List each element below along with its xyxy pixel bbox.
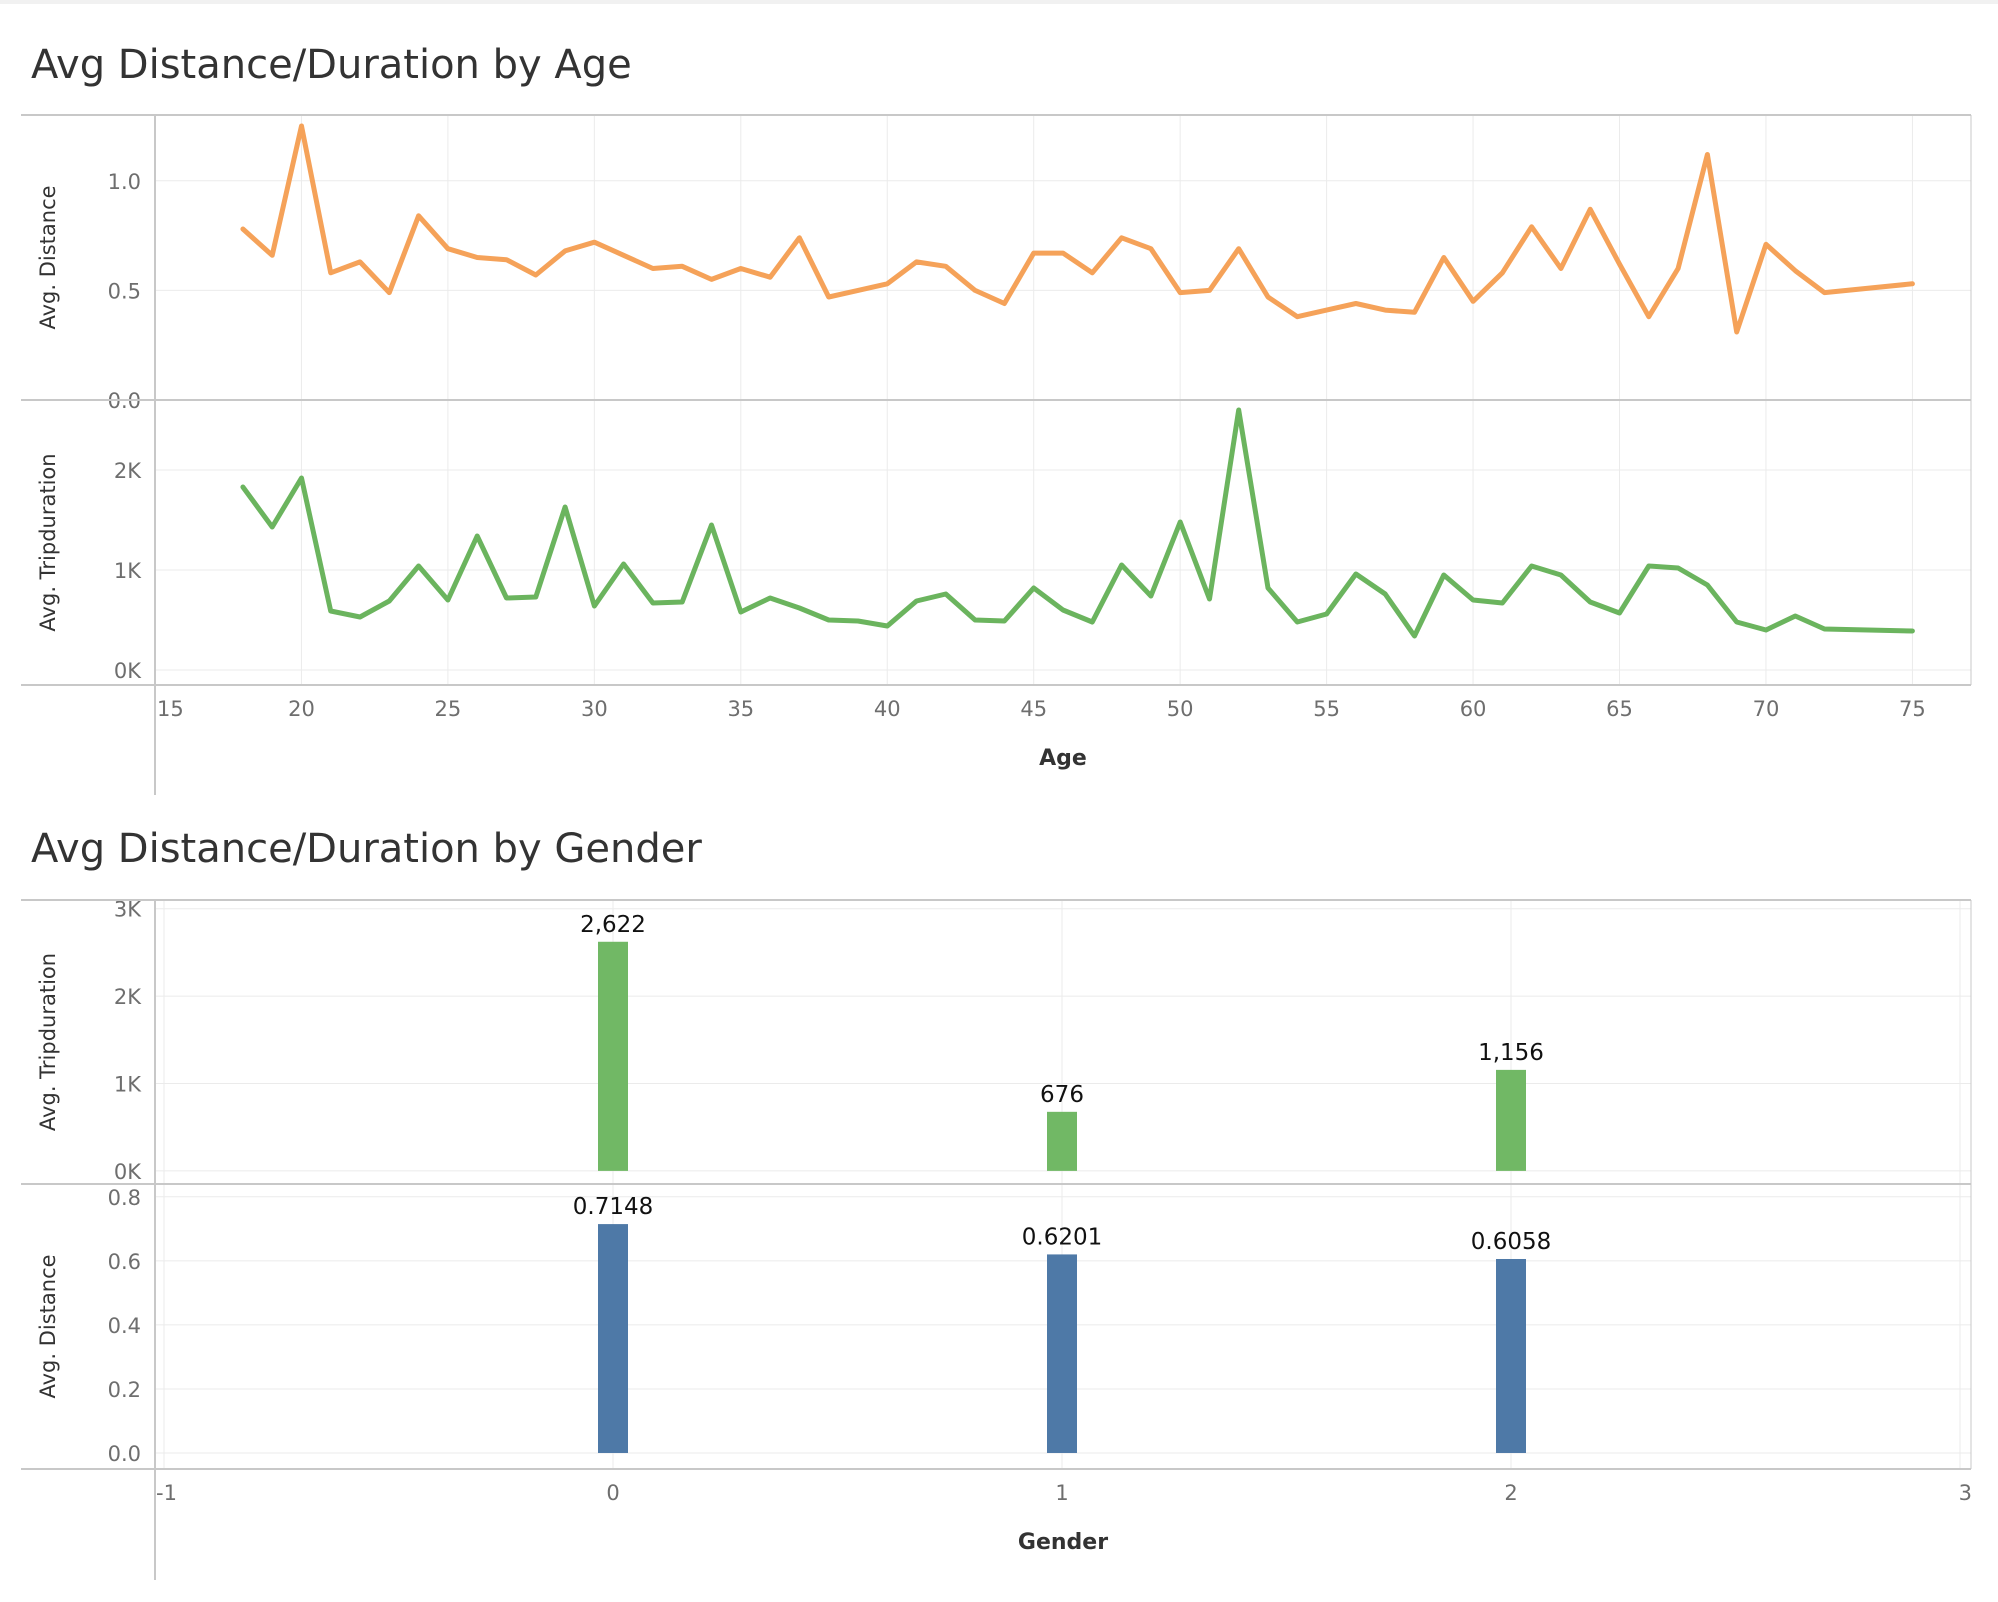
x-tick-label: 70 [1753,697,1780,721]
age-chart-title: Avg Distance/Duration by Age [31,42,632,88]
avg-tripduration-data-label: 1,156 [1478,1040,1544,1066]
avg-tripduration-series-line [240,407,1915,639]
x-tick-label: 3 [1959,1481,1972,1505]
x-tick-label: 45 [1020,697,1047,721]
x-tick-label: 15 [157,697,184,721]
x-tick-label: 20 [288,697,315,721]
avg-tripduration-bar [1496,1069,1526,1171]
x-tick-label: 25 [435,697,462,721]
avg-distance-bar [598,1224,628,1453]
avg-distance-y-axis-title: Avg. Distance [36,185,60,329]
avg-tripduration-y-tick-label: 1K [114,559,142,583]
avg-distance-data-label: 0.6201 [1022,1224,1102,1250]
avg-tripduration-bar [598,941,628,1171]
avg-tripduration-y-tick-label: 2K [114,459,142,483]
x-tick-label: 75 [1899,697,1926,721]
avg-tripduration-y-tick-label: 0K [114,1160,142,1184]
x-tick-label: 60 [1460,697,1487,721]
avg-tripduration-y-tick-label: 2K [114,985,142,1009]
x-tick-label: 55 [1313,697,1340,721]
gender-chart-title: Avg Distance/Duration by Gender [31,826,702,872]
avg-distance-y-axis-title: Avg. Distance [36,1254,60,1398]
avg-tripduration-y-axis-title: Avg. Tripduration [36,453,60,631]
avg-tripduration-data-label: 2,622 [580,912,646,938]
x-tick-label: 30 [581,697,608,721]
avg-distance-y-tick-label: 1.0 [108,170,141,194]
avg-tripduration-bar [1047,1111,1077,1171]
avg-distance-bar [1496,1258,1526,1453]
x-tick-label: -1 [156,1481,177,1505]
x-tick-label: 1 [1055,1481,1068,1505]
avg-distance-y-tick-label: 0.4 [108,1314,141,1338]
avg-distance-y-tick-label: 0.8 [108,1186,141,1210]
top-border [0,0,1998,4]
avg-tripduration-y-tick-label: 3K [114,898,142,922]
avg-distance-bar [1047,1254,1077,1453]
x-tick-label: 2 [1504,1481,1517,1505]
avg-tripduration-data-label: 676 [1040,1082,1084,1108]
avg-tripduration-y-tick-label: 1K [114,1073,142,1097]
x-tick-label: 50 [1167,697,1194,721]
x-axis-title: Age [1039,746,1087,771]
avg-tripduration-y-axis-title: Avg. Tripduration [36,953,60,1131]
avg-distance-y-tick-label: 0.5 [108,279,141,303]
x-tick-label: 40 [874,697,901,721]
gender-chart: 0K 1K 2K 3K Avg. Tripduration 2,622 676 1,156 0.… [21,898,1972,1580]
x-tick-label: 0 [606,1481,619,1505]
x-tick-label: 65 [1606,697,1633,721]
avg-distance-y-tick-label: 0.2 [108,1378,141,1402]
avg-tripduration-y-tick-label: 0K [114,659,142,683]
avg-distance-y-tick-label: 0.0 [108,1442,141,1466]
x-tick-label: 35 [727,697,754,721]
avg-distance-series-line [240,123,1915,335]
x-axis-title: Gender [1018,1530,1108,1555]
avg-distance-data-label: 0.7148 [573,1194,653,1220]
avg-distance-y-tick-label: 0.6 [108,1250,141,1274]
avg-distance-data-label: 0.6058 [1471,1229,1551,1255]
